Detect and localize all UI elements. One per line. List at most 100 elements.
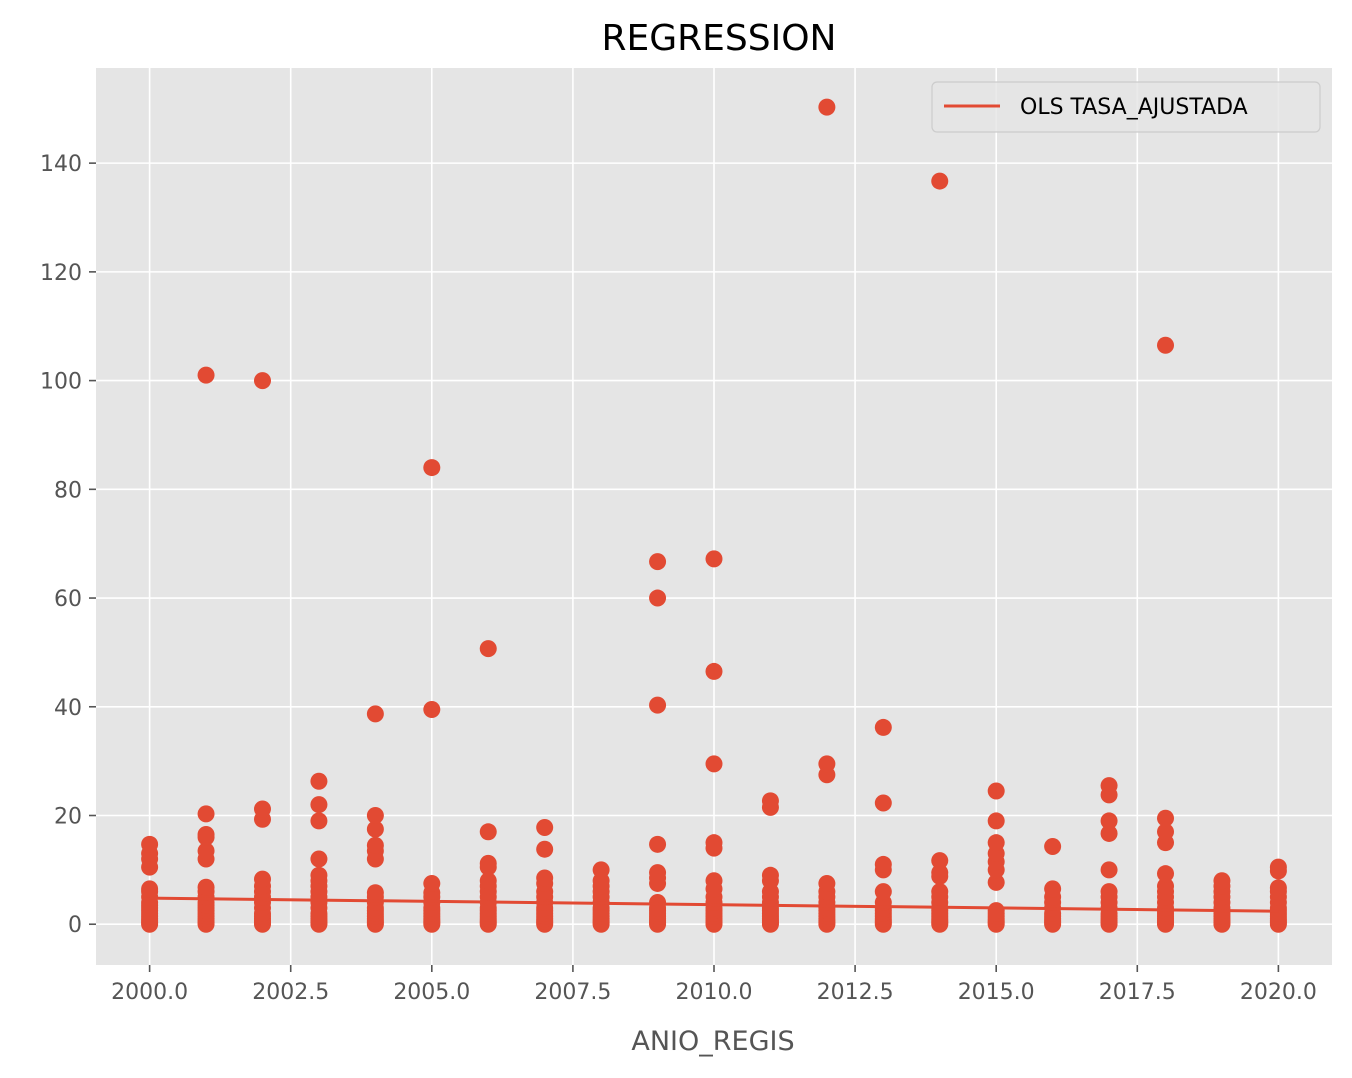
scatter-point [649, 553, 667, 571]
scatter-point [197, 842, 215, 860]
scatter-point [705, 755, 723, 773]
y-tick-label: 0 [68, 913, 82, 938]
scatter-point [141, 880, 159, 898]
scatter-point [310, 812, 328, 830]
scatter-point [649, 864, 667, 882]
scatter-point [874, 855, 892, 873]
scatter-point [536, 818, 554, 836]
y-tick-label: 140 [40, 152, 82, 177]
scatter-point [649, 589, 667, 607]
scatter-point [1100, 812, 1118, 830]
y-axis-ticks: 0 20 40 60 80 100 120 140 [40, 152, 96, 938]
scatter-point [1100, 861, 1118, 879]
scatter-point [423, 874, 441, 892]
scatter-point [1100, 883, 1118, 901]
y-tick-label: 20 [54, 805, 82, 830]
scatter-point [931, 172, 949, 190]
scatter-point [366, 884, 384, 902]
x-tick-label: 2002.5 [252, 980, 329, 1005]
scatter-point [705, 662, 723, 680]
scatter-point [1157, 877, 1175, 895]
scatter-point [1269, 879, 1287, 897]
scatter-point [1213, 872, 1231, 890]
scatter-point [479, 823, 497, 841]
ols-regression-line [149, 896, 1279, 913]
scatter-point [423, 459, 441, 477]
scatter-point [536, 869, 554, 887]
scatter-point [649, 835, 667, 853]
scatter-point [1100, 824, 1118, 842]
scatter-point [705, 550, 723, 568]
scatter-point [1157, 865, 1175, 883]
scatter-point [366, 807, 384, 824]
scatter-point [253, 800, 271, 818]
x-tick-label: 2017.5 [1099, 980, 1176, 1005]
scatter-point [931, 852, 949, 870]
scatter-point [536, 840, 554, 858]
scatter-point [423, 700, 441, 718]
scatter-point [987, 834, 1005, 852]
scatter-point [818, 98, 836, 116]
scatter-point [649, 696, 667, 714]
scatter-point [931, 883, 949, 901]
x-axis-label: ANIO_REGIS [631, 1026, 794, 1057]
scatter-point [479, 872, 497, 890]
scatter-point [874, 794, 892, 812]
ols-line-group [149, 896, 1279, 913]
legend-box [931, 81, 1321, 133]
x-tick-label: 2020.0 [1240, 980, 1317, 1005]
scatter-point [1157, 823, 1175, 841]
scatter-point [141, 835, 159, 853]
scatter-point [366, 705, 384, 723]
scatter-point [1269, 858, 1287, 876]
scatter-point [197, 878, 215, 896]
legend-entry-ols: OLS TASA_AJUSTADA [1020, 95, 1248, 120]
x-tick-label: 2015.0 [958, 980, 1035, 1005]
scatter-point [987, 812, 1005, 830]
scatter-point [931, 864, 949, 882]
scatter-point [1100, 777, 1118, 795]
x-tick-label: 2010.0 [676, 980, 753, 1005]
x-tick-label: 2007.5 [534, 980, 611, 1005]
scatter-point [874, 718, 892, 736]
scatter-point [1157, 809, 1175, 827]
scatter-point [310, 866, 328, 884]
scatter-point [874, 883, 892, 901]
x-tick-label: 2005.0 [393, 980, 470, 1005]
scatter-point [479, 640, 497, 658]
scatter-point [705, 834, 723, 852]
scatter-point [197, 805, 215, 823]
scatter-point [818, 755, 836, 773]
x-axis-ticks: 2000.0 2002.5 2005.0 2007.5 2010.0 2012.5 2015… [111, 965, 1317, 1005]
scatter-point [1157, 336, 1175, 354]
scatter-point [592, 861, 610, 879]
scatter-point [310, 772, 328, 790]
scatter-point [253, 870, 271, 888]
scatter-point [479, 854, 497, 872]
y-tick-label: 40 [54, 696, 82, 721]
y-tick-label: 60 [54, 587, 82, 612]
scatter-points [141, 98, 1287, 933]
scatter-point [987, 873, 1005, 891]
scatter-point [253, 372, 271, 390]
scatter-point [310, 850, 328, 868]
y-tick-label: 100 [40, 370, 82, 395]
scatter-point [366, 820, 384, 838]
scatter-point [1044, 880, 1062, 898]
x-tick-label: 2012.5 [817, 980, 894, 1005]
x-tick-label: 2000.0 [111, 980, 188, 1005]
scatter-point [761, 866, 779, 884]
grid-lines [96, 68, 1332, 965]
scatter-point [705, 872, 723, 890]
y-tick-label: 80 [54, 478, 82, 503]
legend: OLS TASA_AJUSTADA [931, 81, 1321, 133]
y-tick-label: 120 [40, 261, 82, 286]
scatter-point [366, 836, 384, 854]
scatter-point [987, 902, 1005, 920]
scatter-point [197, 366, 215, 384]
scatter-point [987, 782, 1005, 800]
scatter-point [1044, 837, 1062, 855]
scatter-point [310, 796, 328, 814]
scatter-point [649, 893, 667, 911]
